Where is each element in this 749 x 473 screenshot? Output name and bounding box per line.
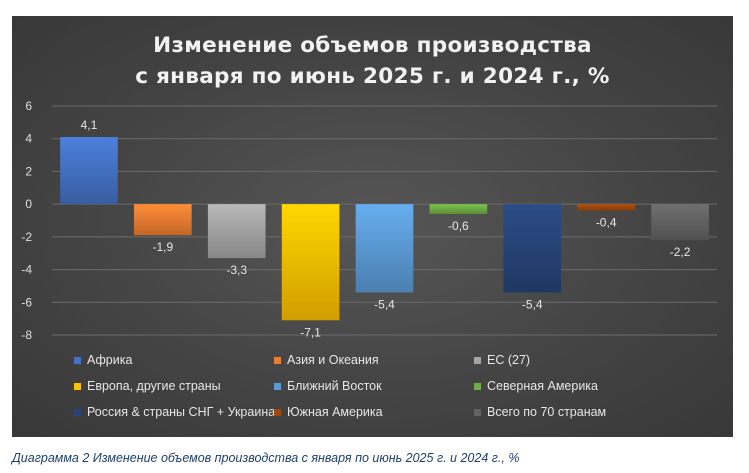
legend-swatch bbox=[474, 382, 481, 390]
legend-label: Всего по 70 странам bbox=[487, 405, 607, 419]
legend-label: Северная Америка bbox=[487, 379, 598, 393]
y-tick-label: 4 bbox=[25, 132, 32, 146]
chart-title-line-1: Изменение объемов производства bbox=[153, 33, 592, 58]
data-label: -0,6 bbox=[448, 219, 469, 233]
legend-label: Азия и Океания bbox=[287, 353, 379, 367]
bar-4 bbox=[281, 204, 340, 321]
y-tick-label: 2 bbox=[25, 164, 32, 178]
bar-9 bbox=[651, 204, 709, 241]
legend-entry: Европа, другие страны bbox=[74, 378, 274, 394]
legend-entry: ЕС (27) bbox=[474, 352, 674, 368]
data-label: -0,4 bbox=[596, 216, 617, 230]
legend: Африка Азия и Океания ЕС (27) Европа, други… bbox=[74, 352, 714, 420]
legend-entry: Азия и Океания bbox=[274, 352, 474, 368]
legend-entry: Южная Америка bbox=[274, 404, 474, 420]
legend-swatch bbox=[274, 408, 281, 416]
data-label: -5,4 bbox=[522, 297, 543, 311]
y-tick-label: 6 bbox=[25, 99, 32, 113]
legend-label: Ближний Восток bbox=[287, 379, 382, 393]
bar-3 bbox=[207, 204, 266, 259]
legend-entry: Африка bbox=[74, 352, 274, 368]
chart-title: Изменение объемов производства с января … bbox=[12, 30, 733, 92]
bar-5 bbox=[355, 204, 414, 293]
plot-area: 6 4 2 0 -2 -4 -6 -8 4,1 -1,9 -3,3 -7,1 -5,4 -0,6 -5,4 -… bbox=[21, 99, 717, 342]
legend-entry: Ближний Восток bbox=[274, 378, 474, 394]
bar-8 bbox=[577, 204, 635, 211]
y-tick-label: -4 bbox=[21, 263, 32, 277]
legend-label: Россия & страны СНГ + Украина bbox=[87, 405, 276, 419]
legend-swatch bbox=[474, 408, 481, 416]
chart-title-line-2: с января по июнь 2025 г. и 2024 г., % bbox=[135, 64, 610, 89]
data-label: -7,1 bbox=[300, 325, 321, 339]
data-label: 4,1 bbox=[81, 118, 98, 132]
bar-1 bbox=[60, 137, 118, 205]
bar-2 bbox=[134, 204, 192, 236]
legend-label: Африка bbox=[87, 353, 133, 367]
figure-caption: Диаграмма 2 Изменение объемов производст… bbox=[12, 451, 520, 465]
legend-label: Европа, другие страны bbox=[87, 379, 221, 393]
legend-swatch bbox=[274, 356, 281, 364]
legend-entry: Россия & страны СНГ + Украина bbox=[74, 404, 276, 420]
legend-label: Южная Америка bbox=[287, 405, 383, 419]
data-label: -1,9 bbox=[152, 240, 173, 254]
legend-entry: Всего по 70 странам bbox=[474, 404, 674, 420]
y-tick-label: -6 bbox=[21, 295, 32, 309]
legend-entry: Северная Америка bbox=[474, 378, 674, 394]
data-label: -5,4 bbox=[374, 297, 395, 311]
y-tick-label: -8 bbox=[21, 328, 32, 342]
data-label: -3,3 bbox=[226, 263, 247, 277]
data-label: -2,2 bbox=[670, 245, 691, 259]
legend-swatch bbox=[74, 382, 81, 390]
y-tick-label: -2 bbox=[21, 230, 32, 244]
legend-swatch bbox=[74, 356, 81, 364]
bar-7 bbox=[503, 204, 562, 293]
legend-swatch bbox=[474, 356, 481, 364]
y-tick-label: 0 bbox=[25, 197, 32, 211]
legend-label: ЕС (27) bbox=[487, 353, 531, 367]
bar-6 bbox=[429, 204, 488, 214]
chart-area: Изменение объемов производства с января … bbox=[12, 16, 733, 437]
legend-swatch bbox=[74, 408, 81, 416]
legend-swatch bbox=[274, 382, 281, 390]
